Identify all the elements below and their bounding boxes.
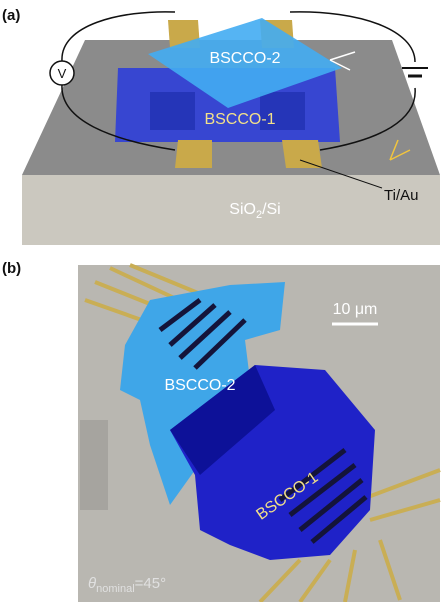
debris (80, 420, 108, 510)
panel-label: (b) (2, 260, 21, 277)
flake-shade (150, 92, 195, 130)
scale-bar-label: 10 μm (333, 301, 378, 318)
angle-label: θ (338, 27, 346, 44)
text-part: SiO (229, 201, 256, 218)
electrode-label: Ti/Au (384, 187, 418, 204)
panel-a: (a) V θ BSCCO-2 BSCCO-1 SiO2/Si Ti/Au (2, 7, 440, 245)
flake-label: BSCCO-1 (204, 111, 275, 128)
flake-label: BSCCO-2 (164, 377, 235, 394)
panel-b: (b) 10 μm BSCCO-2 BSCCO-1 θnominal=45° (2, 260, 440, 602)
text-part: =45° (135, 575, 166, 592)
voltmeter-label: V (58, 66, 67, 81)
text-part: /Si (262, 201, 281, 218)
flake-label: BSCCO-2 (209, 50, 280, 67)
electrode (282, 140, 322, 168)
text-part: nominal (96, 583, 135, 595)
figure: (a) V θ BSCCO-2 BSCCO-1 SiO2/Si Ti/Au (b… (0, 0, 442, 602)
text-part: θ (88, 575, 96, 592)
panel-label: (a) (2, 7, 20, 24)
electrode (175, 140, 212, 168)
